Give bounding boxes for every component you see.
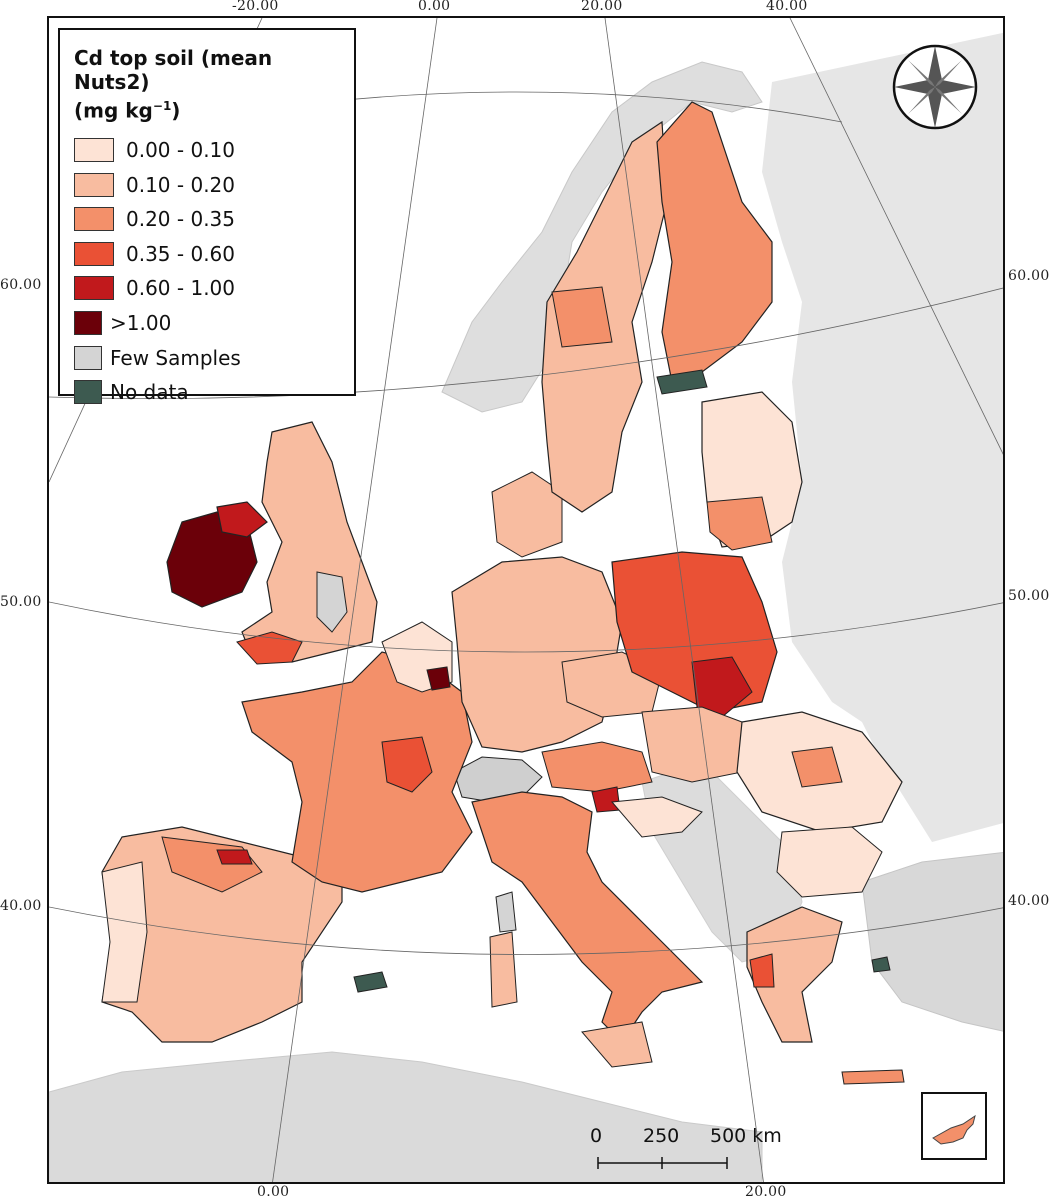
north-arrow-compass-rose-icon <box>892 44 978 130</box>
graticule-lat-50 <box>49 601 1003 653</box>
legend-item: 0.00 - 0.10 <box>74 133 340 168</box>
region-hungary-slovakia <box>641 706 743 783</box>
legend-title: Cd top soil (mean Nuts2) <box>74 46 273 94</box>
legend-label: 0.35 - 0.60 <box>126 241 235 266</box>
region-slovenia <box>591 786 621 813</box>
region-finland <box>656 101 773 383</box>
graticule-right-label: 50.00 <box>1008 588 1050 604</box>
scale-label: 0 <box>590 1125 603 1147</box>
legend-swatch <box>74 172 114 197</box>
graticule-right-label: 60.00 <box>1008 268 1050 284</box>
region-uk-southwest <box>236 631 303 665</box>
region-sicily <box>581 1021 653 1068</box>
map-canvas <box>49 18 1003 1182</box>
region-uk-few-samples <box>316 571 348 633</box>
graticule-top-label: 40.00 <box>766 0 808 14</box>
region-sweden-west <box>551 286 613 348</box>
legend-label: 0.00 - 0.10 <box>126 137 235 162</box>
graticule-top-label: 0.00 <box>418 0 451 14</box>
legend-label: 0.60 - 1.00 <box>126 276 235 301</box>
legend-label: 0.20 - 0.35 <box>126 207 235 232</box>
legend-item: No data <box>74 375 340 410</box>
graticule-right-label: 40.00 <box>1008 893 1050 909</box>
region-lithuania <box>706 496 773 551</box>
region-austria <box>541 741 653 793</box>
legend-unit-prefix: (mg kg <box>74 98 153 123</box>
legend-swatch <box>74 207 114 232</box>
graticule-top-label: -20.00 <box>232 0 279 14</box>
region-croatia <box>610 796 703 838</box>
land-russia-east <box>762 32 1003 842</box>
graticule-left-label: 50.00 <box>0 594 42 610</box>
legend-item: 0.35 - 0.60 <box>74 236 340 271</box>
region-romania-hotspot <box>791 746 843 788</box>
graticule-lon-0 <box>272 18 438 1182</box>
region-corsica <box>495 891 517 933</box>
legend-label: >1.00 <box>110 310 172 335</box>
map-legend: Cd top soil (mean Nuts2) (mg kg−1) 0.00 … <box>58 28 356 405</box>
legend-label: No data <box>110 380 189 405</box>
legend-item: Few Samples <box>74 340 340 375</box>
legend-unit: (mg kg−1) <box>74 94 340 123</box>
region-denmark <box>491 471 563 558</box>
region-greece-west <box>749 953 775 988</box>
region-france-hotspot <box>381 736 433 793</box>
map-frame <box>47 16 1005 1184</box>
scale-label: 500 km <box>710 1125 782 1147</box>
graticule-left-label: 40.00 <box>0 898 42 914</box>
region-northern-ireland <box>216 501 268 538</box>
land-turkey <box>861 851 1003 1032</box>
legend-item: 0.60 - 1.00 <box>74 271 340 306</box>
legend-unit-superscript: −1 <box>152 99 172 113</box>
region-france <box>241 651 473 893</box>
graticule-left-label: 60.00 <box>0 277 42 293</box>
graticule-lon-20 <box>604 18 764 1182</box>
region-balearic-no-data <box>353 971 388 993</box>
cyprus-inset <box>921 1092 987 1160</box>
region-basque <box>216 849 253 865</box>
region-great-britain <box>241 421 378 663</box>
graticule-lon-40 <box>789 18 1003 455</box>
region-crete <box>841 1069 905 1085</box>
region-bulgaria <box>776 826 883 898</box>
cyprus-shape <box>932 1114 976 1145</box>
legend-swatch <box>74 276 114 301</box>
region-finland-coast-no-data <box>656 369 708 395</box>
scale-bar: 0 250 500 km <box>590 1125 790 1170</box>
legend-swatch <box>74 310 102 335</box>
land-switzerland <box>453 756 543 803</box>
legend-swatch <box>74 380 102 405</box>
legend-label: 0.10 - 0.20 <box>126 172 235 197</box>
legend-unit-suffix: ) <box>171 98 181 123</box>
graticule-bottom-label: 20.00 <box>745 1184 787 1200</box>
graticule-lat-40 <box>49 906 1003 955</box>
legend-item: >1.00 <box>74 306 340 341</box>
region-luxembourg <box>426 666 451 691</box>
scale-bar-line <box>597 1157 728 1169</box>
graticule-lat-60 <box>49 287 1003 399</box>
region-sardinia <box>489 931 518 1008</box>
legend-swatch <box>74 345 102 370</box>
graticule-bottom-label: 0.00 <box>257 1184 290 1200</box>
legend-item: 0.10 - 0.20 <box>74 167 340 202</box>
legend-swatch <box>74 137 114 162</box>
region-portugal <box>101 861 148 1003</box>
legend-item: 0.20 - 0.35 <box>74 202 340 237</box>
region-poland-south <box>691 656 753 718</box>
region-germany <box>451 556 623 753</box>
legend-swatch <box>74 241 114 266</box>
scale-label: 250 <box>643 1125 680 1147</box>
region-italy <box>471 791 704 1043</box>
region-aegean-no-data <box>871 956 891 973</box>
legend-label: Few Samples <box>110 345 241 370</box>
land-north-africa <box>49 1051 763 1182</box>
graticule-top-label: 20.00 <box>581 0 623 14</box>
